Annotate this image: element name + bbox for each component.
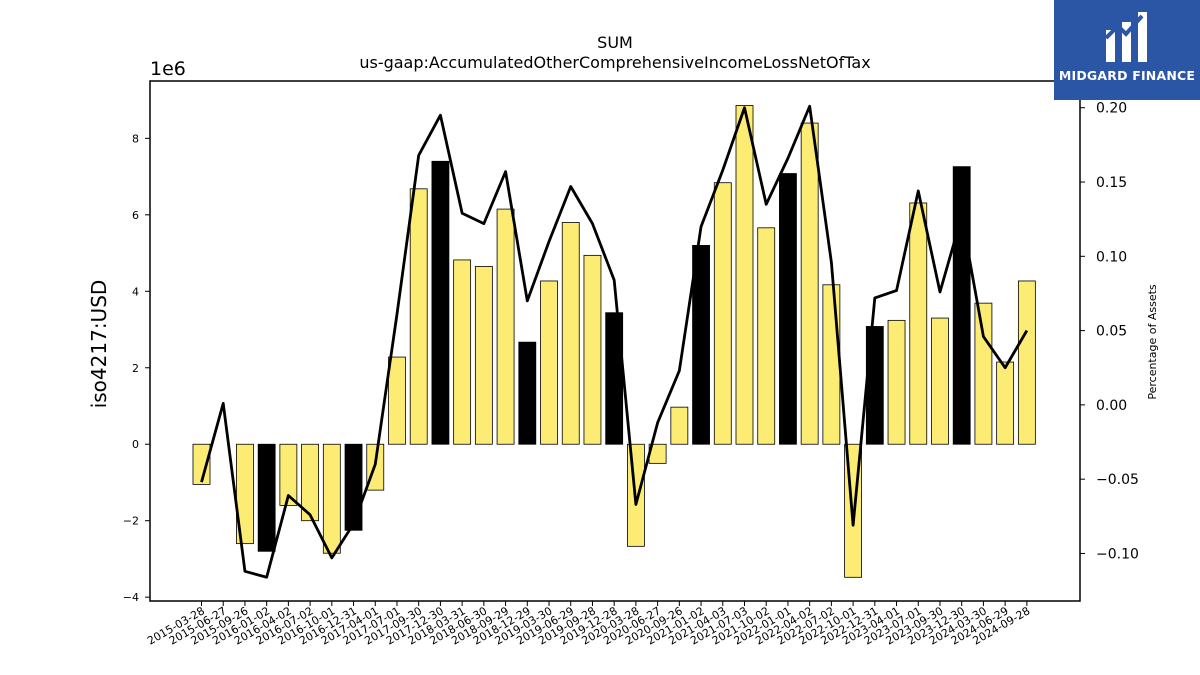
y-tick-label: 8 (132, 132, 139, 145)
bar-2022-04-02 (800, 122, 819, 445)
y-tick-label: 2 (132, 362, 139, 375)
chart-title: SUM (597, 33, 633, 52)
y-tick-label: 4 (132, 285, 139, 298)
bar-2019-09-28 (583, 254, 602, 445)
y2-tick-label: 0.00 (1096, 398, 1127, 414)
x-axis-ticks: 2015-03-282015-06-272015-09-262016-01-02… (145, 601, 1032, 648)
bar-2022-01-01 (779, 173, 797, 445)
plot-frame (149, 80, 1081, 602)
midgard-finance-logo: MIDGARD FINANCE (1054, 0, 1200, 100)
bar-2024-06-29 (996, 361, 1015, 445)
bar-2017-07-01 (388, 356, 406, 445)
bar-2019-06-29 (561, 222, 580, 445)
bar-2018-09-29 (496, 208, 515, 445)
bar-2021-04-03 (713, 182, 732, 445)
bar-2017-12-30 (431, 160, 450, 445)
chart-subtitle: us-gaap:AccumulatedOtherComprehensiveInc… (359, 53, 870, 72)
y-axis-multiplier: 1e6 (150, 58, 186, 80)
y-tick-label: −2 (123, 515, 139, 528)
bar-2024-03-30 (974, 302, 993, 445)
bar-2015-09-26 (236, 443, 254, 545)
bar-2018-06-30 (474, 266, 493, 445)
bar-2016-12-31 (344, 443, 363, 531)
bar-2021-01-02 (692, 245, 710, 445)
bar-2023-09-30 (931, 317, 949, 445)
y-axis-label: iso4217:USD (87, 280, 111, 409)
bar-2023-12-30 (952, 166, 971, 445)
y2-tick-label: 0.05 (1096, 324, 1127, 340)
bar-2023-07-01 (909, 202, 928, 445)
y-tick-label: −4 (123, 591, 139, 604)
y2-tick-label: 0.20 (1096, 101, 1127, 117)
y-axis-ticks: −4 −2 0 2 4 6 8 (123, 132, 150, 604)
logo-text: MIDGARD FINANCE (1058, 68, 1196, 83)
bar-2019-03-30 (540, 280, 558, 445)
y2-tick-label: 0.10 (1096, 249, 1127, 265)
bar-2016-07-02 (301, 443, 320, 522)
bar-2021-10-02 (757, 227, 776, 445)
percentage-of-assets-line (200, 104, 1029, 579)
bar-2022-07-02 (822, 284, 841, 445)
y2-axis-ticks: −0.10 −0.05 0.00 0.05 0.10 0.15 0.20 (1080, 101, 1139, 562)
bar-2016-01-02 (257, 443, 276, 552)
logo-mark-icon (1104, 12, 1147, 62)
y2-tick-label: −0.05 (1096, 472, 1139, 488)
bar-2020-09-26 (670, 406, 689, 445)
bar-2023-04-01 (887, 319, 906, 445)
bar-2016-04-02 (279, 443, 298, 506)
bar-2015-03-28 (192, 443, 211, 485)
y-tick-label: 0 (132, 438, 139, 451)
bar-2017-09-30 (409, 188, 428, 445)
bar-2016-10-01 (322, 443, 341, 554)
bar-2018-12-29 (518, 341, 537, 445)
bar-2024-09-28 (1017, 280, 1036, 445)
y2-axis-label: Percentage of Assets (1146, 284, 1159, 400)
y-tick-label: 6 (132, 209, 139, 222)
y2-tick-label: −0.10 (1096, 546, 1139, 562)
bar-2018-03-31 (453, 259, 472, 445)
y2-tick-label: 0.15 (1096, 175, 1127, 191)
bar-2022-12-31 (865, 326, 884, 445)
bar-2021-07-03 (735, 105, 754, 445)
